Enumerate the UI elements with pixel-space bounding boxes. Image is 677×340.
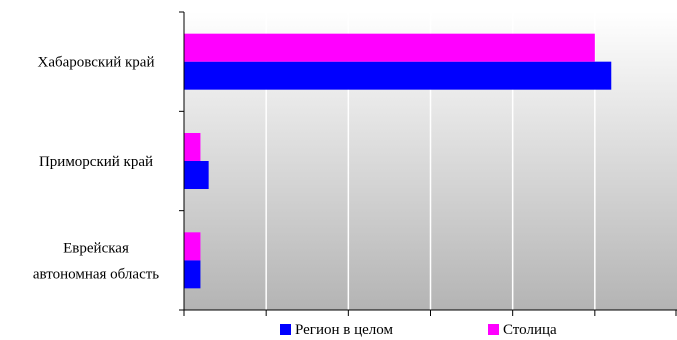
category-labels: Хабаровский край Приморский край Еврейская… (33, 55, 159, 283)
bar (184, 61, 612, 90)
legend: Регион в целом Столица (280, 322, 557, 338)
legend-swatch (488, 324, 499, 335)
category-label: автономная область (33, 266, 159, 282)
category-label: Еврейская (63, 240, 129, 256)
category-label: Хабаровский край (38, 55, 155, 71)
legend-label: Регион в целом (295, 322, 393, 338)
category-label: Приморский край (39, 154, 153, 170)
bars (184, 33, 612, 289)
bar (184, 260, 201, 289)
legend-label: Столица (503, 322, 557, 338)
bar (184, 161, 209, 189)
bar (184, 33, 595, 62)
bar (184, 232, 201, 261)
axes (179, 11, 677, 316)
bar (184, 133, 201, 161)
legend-swatch (280, 324, 291, 335)
